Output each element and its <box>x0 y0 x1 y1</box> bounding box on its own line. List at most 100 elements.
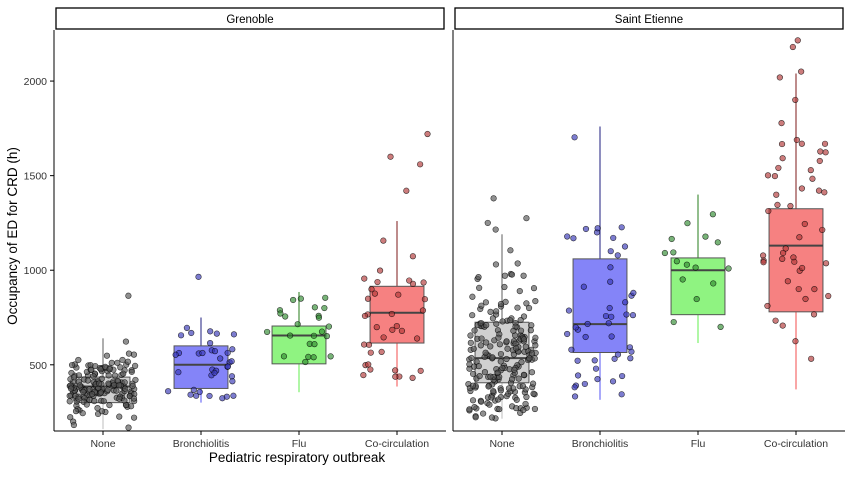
data-point <box>798 140 805 147</box>
data-point <box>224 363 231 370</box>
data-point <box>518 359 525 366</box>
box-none <box>66 292 139 431</box>
data-point <box>531 355 538 362</box>
data-point <box>224 349 231 357</box>
data-point <box>116 395 123 402</box>
data-point <box>776 74 783 81</box>
data-point <box>778 140 786 148</box>
data-point <box>510 327 517 334</box>
data-point <box>503 355 510 363</box>
data-point <box>778 120 785 127</box>
data-point <box>618 391 625 398</box>
data-point <box>469 397 477 404</box>
data-point <box>532 298 539 305</box>
data-point <box>792 96 799 104</box>
data-point <box>361 312 369 320</box>
data-point <box>90 373 97 380</box>
y-axis-label: Occupancy of ED for CRD (h) <box>5 147 20 325</box>
data-point <box>75 356 82 364</box>
data-point <box>571 384 578 391</box>
y-tick-label: 1500 <box>24 171 48 183</box>
data-point <box>530 285 538 292</box>
data-point <box>779 255 786 263</box>
data-point <box>594 225 601 232</box>
data-point <box>122 338 130 345</box>
data-point <box>413 335 421 342</box>
data-point <box>801 220 808 228</box>
data-point <box>504 345 511 352</box>
data-point <box>175 369 182 376</box>
data-point <box>794 37 801 44</box>
data-point <box>310 332 318 339</box>
data-point <box>116 413 123 420</box>
data-point <box>683 261 690 268</box>
data-point <box>124 358 132 365</box>
data-point <box>764 172 772 179</box>
data-point <box>825 292 832 300</box>
data-point <box>321 304 328 312</box>
data-point <box>361 275 368 282</box>
box-iqr <box>271 325 327 365</box>
data-point <box>280 353 288 360</box>
data-point <box>517 316 524 324</box>
data-point <box>811 286 818 293</box>
data-point <box>467 339 474 346</box>
box-co-circulation <box>760 37 832 390</box>
data-point <box>816 157 823 165</box>
data-point <box>522 400 529 408</box>
data-point <box>318 328 326 335</box>
data-point <box>103 352 111 359</box>
data-point <box>513 345 520 352</box>
facet-saint-etienne: Saint Etienne None Bronchiolitis Flu Co-circ… <box>452 7 845 450</box>
data-point <box>315 314 323 321</box>
data-point <box>627 355 634 362</box>
data-point <box>322 294 329 301</box>
data-point <box>482 349 489 356</box>
data-point <box>470 370 477 378</box>
data-point <box>802 295 809 303</box>
data-point <box>111 372 119 379</box>
data-point <box>821 189 828 196</box>
data-point <box>789 43 796 51</box>
data-point <box>223 393 230 400</box>
data-point <box>520 336 528 343</box>
data-point <box>517 327 525 334</box>
data-point <box>821 140 829 147</box>
data-point <box>67 414 74 421</box>
data-point <box>611 355 618 362</box>
data-point <box>476 372 483 380</box>
data-point <box>421 296 429 303</box>
data-point <box>618 224 625 231</box>
data-point <box>514 260 521 267</box>
data-point <box>420 279 427 286</box>
data-point <box>765 207 772 215</box>
data-point <box>104 386 111 393</box>
data-point <box>403 187 410 194</box>
data-point <box>520 406 527 414</box>
data-point <box>530 390 537 397</box>
data-point <box>96 380 103 387</box>
data-point <box>211 369 218 376</box>
data-point <box>807 167 814 174</box>
data-point <box>229 346 236 353</box>
data-point <box>497 350 505 358</box>
data-point <box>489 354 496 361</box>
box-co-circulation <box>360 130 431 387</box>
data-point <box>493 308 500 315</box>
data-point <box>100 398 107 405</box>
y-tick-label: 2000 <box>24 76 48 88</box>
data-point <box>580 283 587 290</box>
data-point <box>398 327 406 334</box>
data-point <box>760 259 767 266</box>
box-flu <box>263 291 334 393</box>
data-point <box>606 304 613 312</box>
data-point <box>481 369 489 376</box>
data-point <box>605 320 612 327</box>
data-point <box>519 382 527 390</box>
data-point <box>177 332 185 339</box>
data-point <box>480 410 487 417</box>
data-point <box>88 366 95 373</box>
data-point <box>476 284 483 291</box>
data-point <box>782 245 789 252</box>
